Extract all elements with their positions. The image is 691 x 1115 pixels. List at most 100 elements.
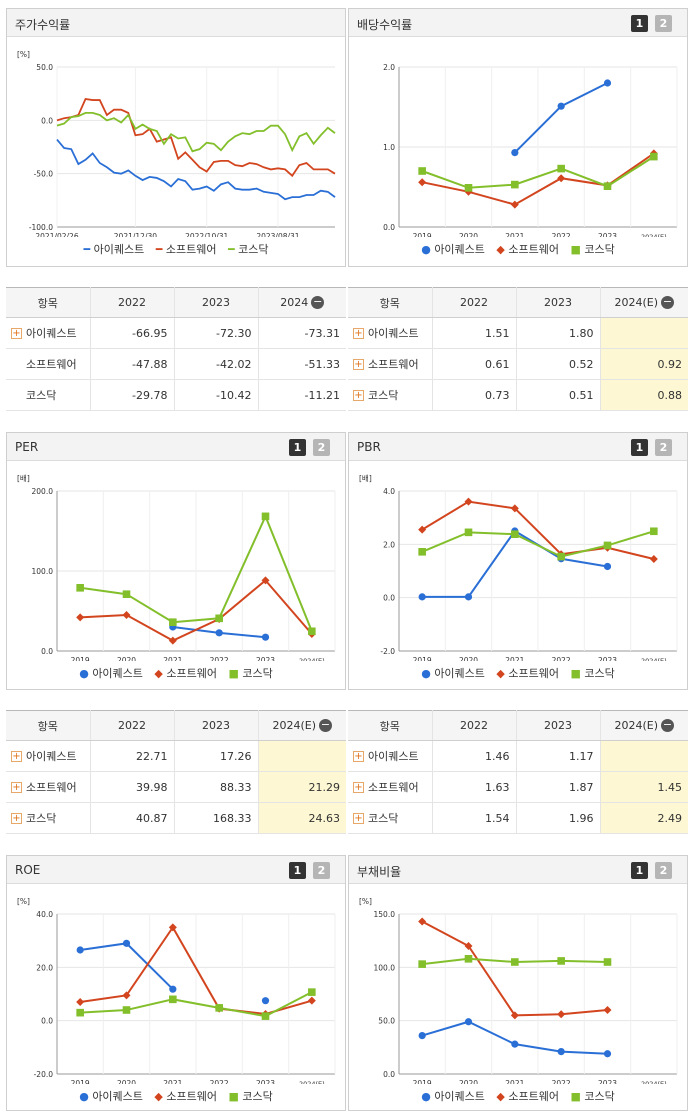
- tab-1-button[interactable]: 1: [631, 15, 648, 32]
- data-point-company: [464, 593, 473, 601]
- value-cell: 88.33: [174, 771, 259, 803]
- data-point-market: [418, 167, 426, 175]
- column-header: 2022: [90, 710, 175, 741]
- legend-item-company[interactable]: ● 아이퀘스트: [79, 1090, 143, 1103]
- collapse-minus-icon[interactable]: −: [661, 718, 675, 733]
- dividend-yield-chart: 2.0 1.0 0.0 2019 2020 2021 2022 2023 2024(E): [383, 63, 678, 237]
- expand-plus-icon[interactable]: +: [11, 782, 22, 793]
- column-header: 2022: [90, 287, 175, 318]
- tab-2-button[interactable]: 2: [313, 862, 330, 879]
- legend-item-market[interactable]: ━ 코스닥: [227, 243, 269, 256]
- tab-1-button[interactable]: 1: [631, 862, 648, 879]
- series-line-market: [56, 111, 336, 153]
- y-tick-label: -2.0: [380, 647, 395, 656]
- x-tick-label: 2023: [256, 656, 275, 661]
- expand-plus-icon[interactable]: +: [353, 813, 364, 824]
- data-point-market: [464, 955, 473, 963]
- x-tick-label: 2023/08/31: [256, 232, 299, 237]
- row-label: 코스닥: [368, 812, 399, 825]
- tab-1-button[interactable]: 1: [289, 862, 306, 879]
- chart-legend: ● 아이퀘스트 ◆ 소프트웨어 ■ 코스닥: [349, 665, 687, 681]
- y-tick-label: -100.0: [29, 223, 53, 232]
- data-point-market: [650, 152, 658, 161]
- y-tick-label: 100.0: [374, 963, 396, 972]
- tab-2-button[interactable]: 2: [655, 862, 672, 879]
- data-point-market: [261, 1012, 270, 1020]
- legend-item-market[interactable]: ■ 코스닥: [570, 1090, 615, 1103]
- data-point-company: [511, 149, 519, 157]
- legend-item-market[interactable]: ■ 코스닥: [228, 667, 273, 680]
- x-tick-label: 2022: [210, 1079, 229, 1084]
- x-tick-label: 2019: [71, 656, 90, 661]
- value-cell: -29.78: [90, 379, 175, 411]
- legend-item-industry[interactable]: ◆ 소프트웨어: [496, 1090, 559, 1103]
- x-tick-label: 2022: [552, 232, 571, 237]
- data-point-industry: [418, 178, 427, 187]
- data-point-company: [76, 946, 84, 954]
- data-point-market: [418, 960, 426, 968]
- expand-plus-icon[interactable]: +: [353, 328, 364, 339]
- expand-plus-icon[interactable]: +: [353, 390, 364, 401]
- expand-plus-icon[interactable]: +: [353, 782, 364, 793]
- data-point-industry: [307, 996, 316, 1005]
- legend-item-company[interactable]: ● 아이퀘스트: [421, 1090, 485, 1103]
- row-label-cell: 소프트웨어: [6, 348, 91, 380]
- x-tick-label: 2023: [598, 232, 617, 237]
- tab-2-button[interactable]: 2: [655, 439, 672, 456]
- value-cell: [600, 740, 688, 772]
- legend-item-industry[interactable]: ◆ 소프트웨어: [154, 667, 217, 680]
- legend-item-market[interactable]: ■ 코스닥: [570, 243, 615, 256]
- row-label-cell: + 소프트웨어: [348, 771, 433, 803]
- data-point-industry: [261, 576, 270, 585]
- data-point-market: [603, 541, 612, 550]
- value-cell: -42.02: [174, 348, 259, 380]
- legend-item-market[interactable]: ■ 코스닥: [228, 1090, 273, 1103]
- legend-item-industry[interactable]: ◆ 소프트웨어: [154, 1090, 217, 1103]
- legend-item-industry[interactable]: ━ 소프트웨어: [155, 243, 217, 256]
- series-line-industry: [421, 920, 608, 1017]
- collapse-minus-icon[interactable]: −: [311, 295, 325, 310]
- chart-legend: ● 아이퀘스트 ◆ 소프트웨어 ■ 코스닥: [349, 241, 687, 257]
- legend-item-market[interactable]: ■ 코스닥: [570, 667, 615, 680]
- legend-item-company[interactable]: ● 아이퀘스트: [421, 667, 485, 680]
- column-header: 2023: [516, 287, 601, 318]
- expand-plus-icon[interactable]: +: [353, 751, 364, 762]
- data-point-company: [603, 1050, 612, 1058]
- value-cell: 40.87: [90, 802, 175, 834]
- data-point-market: [603, 958, 612, 966]
- chart-legend: ━ 아이퀘스트 ━ 소프트웨어 ━ 코스닥: [7, 241, 345, 257]
- data-point-industry: [168, 923, 177, 932]
- data-point-market: [76, 1008, 84, 1017]
- table-row: + 아이퀘스트 -66.95 -72.30 -73.31: [6, 317, 346, 349]
- row-label-cell: + 아이퀘스트: [348, 740, 433, 772]
- data-point-company: [603, 562, 612, 571]
- x-tick-label: 2024(E): [641, 233, 667, 237]
- table-row: + 소프트웨어 0.61 0.52 0.92: [348, 348, 688, 380]
- expand-plus-icon[interactable]: +: [11, 751, 22, 762]
- legend-item-company[interactable]: ● 아이퀘스트: [421, 243, 485, 256]
- legend-item-company[interactable]: ━ 아이퀘스트: [83, 243, 145, 256]
- tab-1-button[interactable]: 1: [289, 439, 306, 456]
- legend-item-industry[interactable]: ◆ 소프트웨어: [496, 243, 559, 256]
- data-point-company: [464, 1018, 473, 1026]
- data-point-company: [418, 593, 426, 601]
- expand-plus-icon[interactable]: +: [353, 359, 364, 370]
- series-line-company: [56, 138, 336, 201]
- expand-plus-icon[interactable]: +: [11, 328, 22, 339]
- series-line-industry: [56, 98, 336, 178]
- table-row: 소프트웨어 -47.88 -42.02 -51.33: [6, 348, 346, 380]
- debt-ratio-panel: 부채비율 1 2 [%] 150.0 100.0 50.0 0.0 2019 2020 202…: [348, 855, 688, 1111]
- collapse-minus-icon[interactable]: −: [319, 718, 333, 733]
- legend-item-industry[interactable]: ◆ 소프트웨어: [496, 667, 559, 680]
- legend-item-company[interactable]: ● 아이퀘스트: [79, 667, 143, 680]
- panel-title: 배당수익률: [357, 18, 413, 32]
- tab-1-button[interactable]: 1: [631, 439, 648, 456]
- value-cell: 0.61: [432, 348, 517, 380]
- tab-2-button[interactable]: 2: [313, 439, 330, 456]
- tab-2-button[interactable]: 2: [655, 15, 672, 32]
- data-point-company: [261, 997, 270, 1005]
- collapse-minus-icon[interactable]: −: [661, 295, 675, 310]
- expand-plus-icon[interactable]: +: [11, 813, 22, 824]
- data-point-industry: [510, 1011, 519, 1020]
- y-tick-label: 0.0: [383, 594, 395, 603]
